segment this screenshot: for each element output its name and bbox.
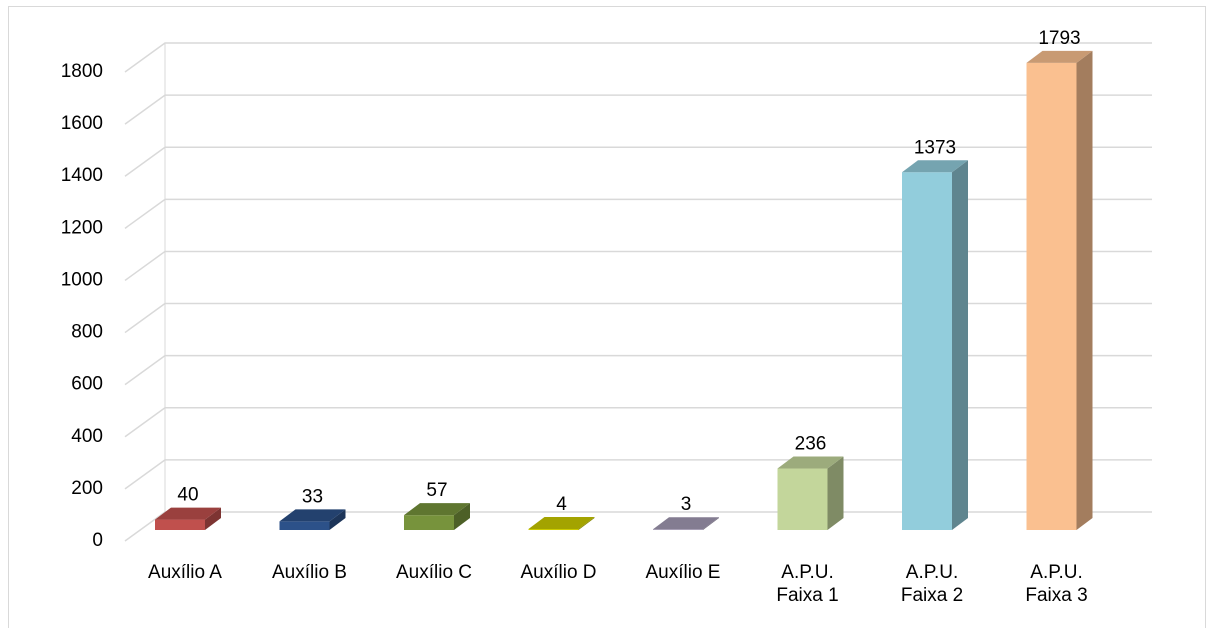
grid-line [124,146,1152,177]
grid-line [124,354,1152,386]
value-label: 3 [681,494,692,515]
bar-side [952,160,968,531]
value-label: 236 [795,434,827,455]
bar [279,521,330,530]
bar [902,172,952,531]
grid-line [124,94,1152,125]
bar-side [703,517,719,530]
grid-line [124,511,1152,542]
x-tick-label: Auxílio D [520,562,597,583]
bar [155,519,205,530]
x-tick-label: A.P.U. Faixa 2 [900,562,964,606]
bar-top [279,509,346,522]
x-tick-label: Auxílio C [395,562,473,583]
y-tick-label: 1800 [61,61,103,82]
bar-side [454,503,470,530]
bar-top [902,160,968,173]
y-tick-label: 1600 [61,113,103,134]
bar-side [205,507,221,530]
y-tick-label: 1200 [61,217,103,238]
bar [777,468,828,530]
y-tick-label: 200 [71,478,103,499]
bar [1026,62,1077,531]
value-label: 1373 [914,137,956,158]
x-tick-label: Auxílio B [272,562,347,583]
y-tick-label: 0 [92,530,103,551]
value-label: 33 [302,486,323,507]
bar-top [777,456,844,469]
bar-side [1076,50,1093,531]
grid-line [124,198,1152,229]
x-tick-label: Auxílio E [645,562,721,583]
bar [528,528,579,530]
value-label: 57 [426,480,447,501]
grid-line [124,42,1152,73]
grid-line [124,250,1152,282]
bar-top [528,516,595,529]
y-tick-label: 600 [71,374,103,395]
bar-side [827,456,844,530]
bar-side [329,509,346,530]
value-label: 4 [556,494,567,515]
grid-line [124,459,1152,490]
bar-top [155,507,221,520]
y-tick-label: 1000 [61,269,103,290]
frame [8,6,1206,628]
y-tick-label: 800 [71,322,103,343]
bar-top [404,503,470,516]
x-tick-label: Auxílio A [148,562,222,583]
y-tick-label: 1400 [61,165,103,186]
y-tick-label: 400 [71,426,103,447]
grid-line [124,302,1152,334]
bar-top [1026,50,1093,63]
bar [653,529,703,530]
bar-top [653,517,719,530]
bar [404,515,454,530]
value-label: 1793 [1038,28,1080,49]
x-tick-label: A.P.U. Faixa 3 [1025,562,1088,606]
x-tick-label: A.P.U. Faixa 1 [776,562,839,606]
bar-side [578,516,595,530]
value-label: 40 [177,485,198,506]
grid-line [124,407,1152,438]
